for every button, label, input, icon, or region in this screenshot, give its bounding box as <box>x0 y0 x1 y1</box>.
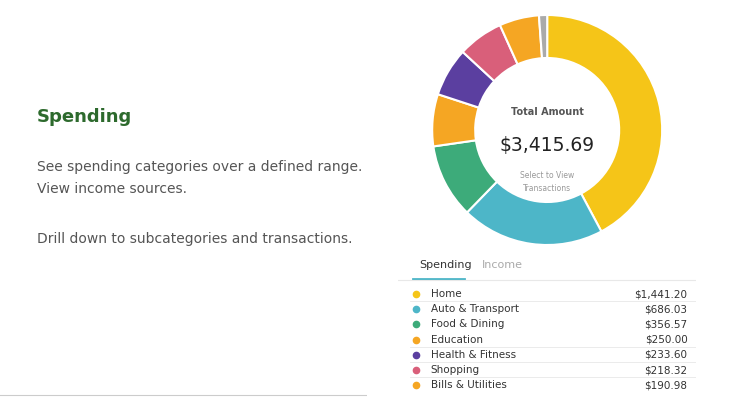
Text: $190.98: $190.98 <box>644 380 688 390</box>
Text: $250.00: $250.00 <box>644 335 688 345</box>
Text: $356.57: $356.57 <box>644 320 688 330</box>
Wedge shape <box>467 182 601 245</box>
Text: $233.60: $233.60 <box>644 350 688 360</box>
Wedge shape <box>500 15 542 64</box>
Text: Health & Fitness: Health & Fitness <box>431 350 516 360</box>
Text: Education: Education <box>431 335 483 345</box>
Text: $686.03: $686.03 <box>644 304 688 314</box>
Wedge shape <box>463 25 517 81</box>
Text: Bills & Utilities: Bills & Utilities <box>431 380 507 390</box>
Wedge shape <box>539 15 547 58</box>
Text: Select to View
Transactions: Select to View Transactions <box>520 171 575 193</box>
Wedge shape <box>547 15 662 232</box>
Text: See spending categories over a defined range.
View income sources.: See spending categories over a defined r… <box>37 160 362 196</box>
Text: Spending: Spending <box>37 108 132 126</box>
Text: Auto & Transport: Auto & Transport <box>431 304 519 314</box>
Text: Drill down to subcategories and transactions.: Drill down to subcategories and transact… <box>37 232 352 246</box>
Text: Shopping: Shopping <box>431 365 480 375</box>
Wedge shape <box>438 52 494 108</box>
Wedge shape <box>432 94 479 146</box>
Text: Home: Home <box>431 289 462 299</box>
Text: $218.32: $218.32 <box>644 365 688 375</box>
Wedge shape <box>433 140 497 212</box>
Text: Spending: Spending <box>419 260 471 270</box>
Text: Income: Income <box>482 260 523 270</box>
Text: $1,441.20: $1,441.20 <box>634 289 688 299</box>
Text: $3,415.69: $3,415.69 <box>500 136 594 154</box>
Text: Total Amount: Total Amount <box>511 107 583 117</box>
Text: Food & Dining: Food & Dining <box>431 320 504 330</box>
